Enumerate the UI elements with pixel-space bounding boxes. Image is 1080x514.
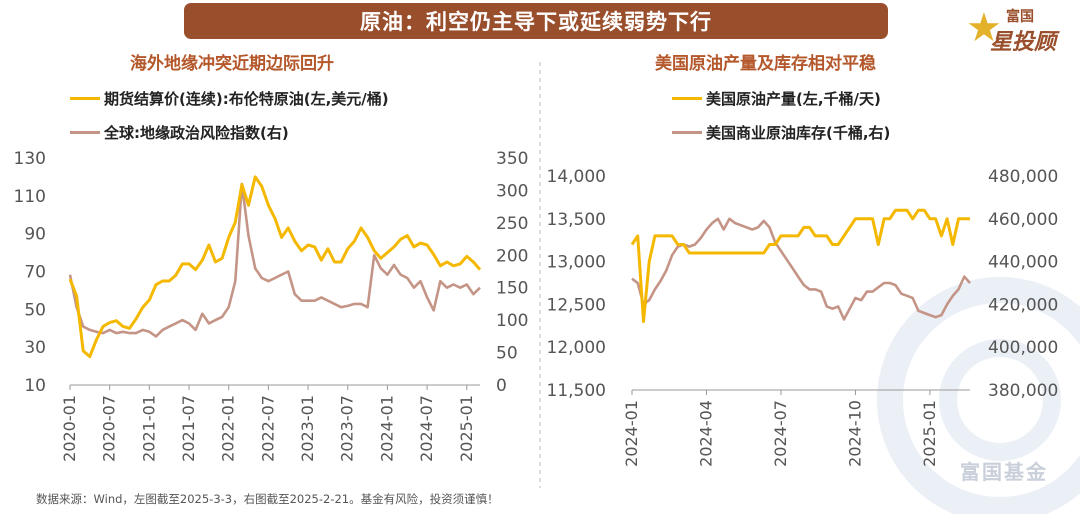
right-chart: 11,500 12,000 12,500 13,000 13,500 14,000 380,… (547, 167, 1059, 467)
y-left-tick: 12,500 (547, 295, 606, 315)
brand-logo: ★ 富国 星投顾 (964, 4, 1076, 56)
x-tick-label: 2025-01 (920, 400, 939, 467)
y-left-tick: 13,000 (547, 253, 606, 273)
y-left-tick: 10 (24, 376, 46, 396)
star-icon: ★ (966, 5, 1002, 51)
left-legend-gpr: 全球:地缘政治风险指数(右) (70, 122, 289, 143)
y-right-tick: 300 (496, 181, 528, 201)
y-right-tick: 380,000 (988, 381, 1058, 401)
series-line-left (630, 208, 970, 323)
x-tick-label: 2025-01 (457, 395, 476, 462)
watermark-text: 富国基金 (960, 460, 1048, 484)
x-tick-label: 2020-01 (60, 395, 79, 462)
legend-swatch-gold (672, 97, 702, 100)
footnote: 数据来源：Wind，左图截至2025-3-3，右图截至2025-2-21。基金有… (36, 492, 499, 506)
y-right-tick: 100 (496, 311, 528, 331)
series-line-right (631, 217, 971, 321)
y-right-tick: 150 (496, 279, 528, 299)
y-left-tick: 50 (24, 300, 46, 320)
x-tick-label: 2020-07 (100, 395, 119, 462)
legend-label: 美国商业原油库存(千桶,右) (706, 124, 891, 142)
y-left-tick: 30 (24, 338, 46, 358)
left-chart-title: 海外地缘冲突近期边际回升 (130, 54, 334, 74)
logo-top-text: 富国 (1006, 9, 1034, 25)
y-left-tick: 90 (24, 225, 46, 245)
series-line-left (68, 175, 482, 359)
series-line-right (68, 182, 481, 338)
y-right-tick: 400,000 (988, 338, 1058, 358)
x-tick-label: 2021-07 (179, 395, 198, 462)
y-left-tick: 14,000 (547, 167, 606, 187)
y-left-tick: 11,500 (547, 381, 606, 401)
logo-bottom-text: 星投顾 (990, 30, 1057, 55)
right-legend-inventory: 美国商业原油库存(千桶,右) (672, 122, 890, 143)
right-chart-title: 美国原油产量及库存相对平稳 (655, 54, 876, 74)
x-tick-label: 2024-07 (417, 395, 436, 462)
x-tick-label: 2024-10 (845, 400, 864, 467)
legend-swatch-gold (70, 97, 100, 100)
x-tick-label: 2022-07 (258, 395, 277, 462)
y-left-tick: 13,500 (547, 210, 606, 230)
page-title: 原油：利空仍主导下或延续弱势下行 (360, 10, 712, 34)
left-legend-brent: 期货结算价(连续):布伦特原油(左,美元/桶) (70, 88, 389, 109)
y-right-tick: 460,000 (988, 210, 1058, 230)
y-right-tick: 50 (496, 344, 518, 364)
y-right-tick: 350 (496, 149, 528, 169)
left-chart: 10 30 50 70 90 110 130 0 50 100 150 200 250 300 350 202… (14, 149, 529, 462)
legend-label: 美国原油产量(左,千桶/天) (706, 90, 881, 108)
y-left-tick: 70 (24, 263, 46, 283)
y-right-tick: 200 (496, 246, 528, 266)
x-tick-label: 2024-01 (377, 395, 396, 462)
x-tick-label: 2023-07 (338, 395, 357, 462)
x-tick-label: 2024-04 (696, 400, 715, 467)
y-right-tick: 250 (496, 214, 528, 234)
x-tick-label: 2024-07 (771, 400, 790, 467)
y-left-tick: 110 (14, 187, 46, 207)
legend-label: 期货结算价(连续):布伦特原油(左,美元/桶) (104, 90, 389, 108)
y-left-tick: 12,000 (547, 338, 606, 358)
y-left-tick: 130 (14, 149, 46, 169)
x-tick-label: 2022-01 (219, 395, 238, 462)
right-legend-production: 美国原油产量(左,千桶/天) (672, 88, 881, 109)
legend-label: 全球:地缘政治风险指数(右) (104, 124, 289, 142)
x-tick-label: 2023-01 (298, 395, 317, 462)
y-right-tick: 420,000 (988, 295, 1058, 315)
legend-swatch-mauve (70, 131, 100, 134)
page-title-banner: 原油：利空仍主导下或延续弱势下行 (184, 3, 888, 39)
x-tick-label: 2021-01 (139, 395, 158, 462)
watermark-emblem (877, 277, 1080, 514)
x-tick-label: 2024-01 (622, 400, 641, 467)
y-right-tick: 0 (496, 376, 507, 396)
legend-swatch-mauve (672, 131, 702, 134)
y-right-tick: 440,000 (988, 253, 1058, 273)
y-right-tick: 480,000 (988, 167, 1058, 187)
